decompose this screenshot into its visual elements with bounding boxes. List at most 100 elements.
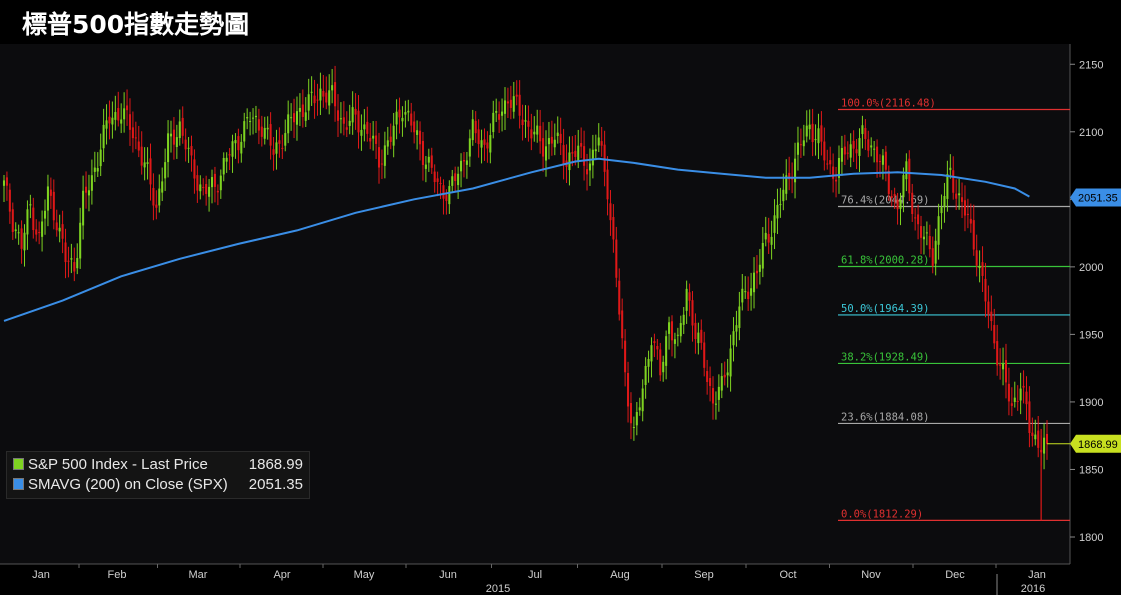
- candle-body: [471, 119, 474, 141]
- candle-body: [911, 192, 914, 215]
- title-bar: 標普500指數走勢圖: [0, 0, 1121, 44]
- y-tick-label: 1850: [1079, 464, 1103, 476]
- candle-body: [770, 236, 773, 245]
- candle-body: [369, 137, 372, 142]
- candle-body: [32, 207, 35, 231]
- legend: S&P 500 Index - Last Price 1868.99 SMAVG …: [6, 451, 310, 499]
- candle-body: [20, 228, 23, 249]
- x-tick-label: Jul: [528, 569, 542, 581]
- candle-body: [870, 145, 873, 148]
- candle-body: [43, 210, 47, 219]
- candle-body: [685, 288, 688, 311]
- candle-body: [322, 90, 325, 97]
- candle-body: [131, 127, 134, 139]
- candle-body: [421, 140, 424, 165]
- candle-body: [433, 171, 436, 183]
- candle-body: [392, 125, 395, 146]
- candle-body: [178, 121, 181, 139]
- candle-body: [304, 112, 307, 121]
- x-tick-label: Feb: [108, 569, 127, 581]
- candle-body: [278, 140, 281, 144]
- candle-body: [208, 186, 211, 197]
- candle-body: [55, 222, 58, 231]
- candle-body: [193, 159, 196, 179]
- candle-body: [594, 149, 597, 152]
- candle-body: [709, 378, 712, 386]
- candle-body: [342, 117, 345, 124]
- price-swatch-icon: [13, 458, 24, 470]
- fib-label: 76.4%(2044.69): [841, 194, 930, 206]
- candle-body: [583, 146, 586, 166]
- candle-body: [644, 365, 647, 385]
- bottom-axis-area: [0, 564, 1121, 595]
- candle-body: [1037, 430, 1040, 448]
- candle-body: [799, 144, 802, 146]
- candle-body: [389, 136, 392, 142]
- candle-body: [486, 142, 489, 149]
- right-axis-area: [1070, 44, 1121, 564]
- candle-body: [249, 121, 252, 123]
- legend-sma-label: SMAVG (200) on Close (SPX): [28, 476, 228, 493]
- candle-body: [61, 224, 64, 239]
- candle-body: [310, 91, 313, 93]
- x-tick-label: Jan: [1028, 569, 1046, 581]
- candle-body: [961, 197, 964, 202]
- candle-body: [70, 258, 73, 260]
- candle-body: [597, 137, 600, 146]
- candle-body: [17, 232, 20, 234]
- candle-body: [210, 177, 214, 188]
- candle-body: [571, 152, 574, 154]
- candle-body: [114, 112, 117, 120]
- candle-body: [647, 358, 650, 367]
- candle-body: [439, 183, 442, 185]
- candle-body: [1043, 437, 1046, 454]
- candle-body: [656, 345, 659, 350]
- sma-line: [3, 157, 1030, 322]
- candle-body: [325, 92, 328, 103]
- candle-body: [544, 146, 548, 161]
- candle-body: [524, 120, 527, 122]
- candle-body: [503, 100, 507, 114]
- candle-body: [884, 151, 887, 170]
- candle-body: [448, 186, 451, 205]
- candle-body: [316, 99, 319, 101]
- candle-body: [108, 116, 111, 124]
- candle-body: [720, 376, 723, 391]
- candle-body: [295, 111, 299, 125]
- candle-body: [480, 140, 483, 148]
- candle-body: [301, 104, 304, 117]
- candle-body: [922, 236, 925, 240]
- candle-body: [395, 111, 398, 125]
- candle-body: [172, 129, 175, 145]
- candle-body: [902, 175, 905, 198]
- candle-body: [518, 94, 521, 116]
- candle-body: [401, 117, 404, 122]
- candle-body: [243, 121, 246, 142]
- legend-price-label: S&P 500 Index - Last Price: [28, 456, 208, 473]
- candle-body: [533, 131, 536, 135]
- candle-body: [354, 108, 357, 115]
- x-tick-label: Apr: [273, 569, 290, 581]
- candle-body: [123, 108, 126, 120]
- candle-body: [483, 139, 486, 145]
- candle-body: [521, 119, 524, 126]
- candle-body: [937, 216, 940, 245]
- candle-body: [881, 155, 884, 165]
- sma-path: [3, 157, 1030, 322]
- candle-body: [216, 190, 219, 193]
- candle-body: [410, 113, 413, 126]
- candles: [2, 65, 1049, 521]
- candle-body: [873, 148, 876, 150]
- candle-body: [143, 162, 146, 168]
- candle-body: [460, 160, 463, 172]
- candle-body: [574, 150, 577, 157]
- candle-body: [829, 160, 832, 165]
- candle-body: [744, 291, 747, 293]
- candle-body: [978, 266, 981, 269]
- candle-body: [996, 341, 999, 366]
- candle-body: [366, 121, 369, 134]
- candle-body: [963, 200, 966, 216]
- candle-body: [846, 152, 849, 154]
- candle-body: [767, 233, 770, 243]
- candle-body: [117, 108, 120, 121]
